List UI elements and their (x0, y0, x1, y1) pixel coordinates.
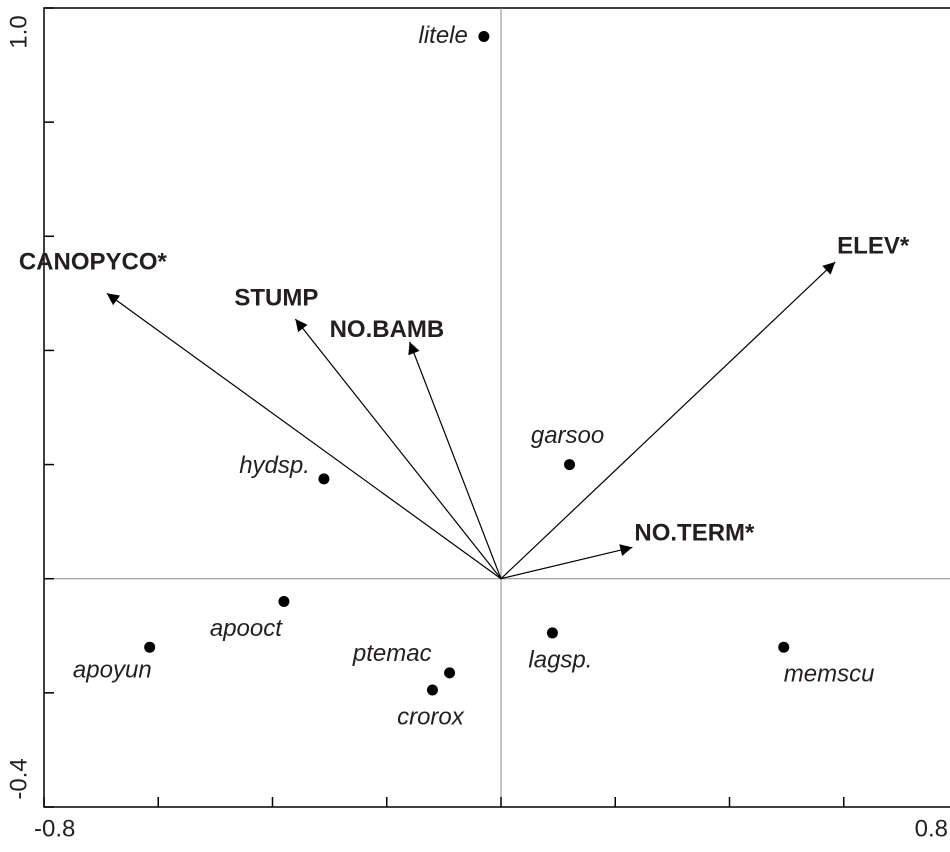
point (144, 641, 156, 653)
point-label: lagsp. (528, 646, 592, 673)
point (778, 641, 790, 653)
arrow (500, 544, 633, 580)
point-label: ptemac (352, 640, 432, 667)
point-label: hydsp. (239, 452, 310, 479)
point (546, 627, 558, 639)
arrow-label: CANOPYCO* (19, 249, 168, 276)
arrow-label: NO.TERM* (634, 520, 755, 547)
arrow (294, 318, 502, 580)
point (444, 667, 456, 679)
arrow (106, 292, 502, 580)
x-tick-label: -0.8 (34, 815, 75, 842)
point (318, 473, 330, 485)
arrow (408, 341, 502, 579)
x-tick-label: 0.8 (915, 815, 948, 842)
point (426, 684, 438, 696)
point-label: apooct (210, 615, 283, 642)
point (478, 31, 490, 43)
point-label: litele (419, 22, 468, 49)
point-label: memscu (784, 661, 875, 688)
y-tick-label: 1.0 (5, 15, 32, 48)
point-label: apoyun (73, 657, 152, 684)
point (278, 596, 290, 608)
arrow (500, 261, 836, 580)
arrow-label: ELEV* (837, 232, 910, 259)
point-label: crorox (397, 703, 465, 730)
arrow-label: NO.BAMB (330, 316, 445, 343)
point (564, 459, 576, 471)
y-tick-label: -0.4 (5, 758, 32, 799)
arrow-label: STUMP (234, 284, 318, 311)
point-label: garsoo (531, 422, 604, 449)
